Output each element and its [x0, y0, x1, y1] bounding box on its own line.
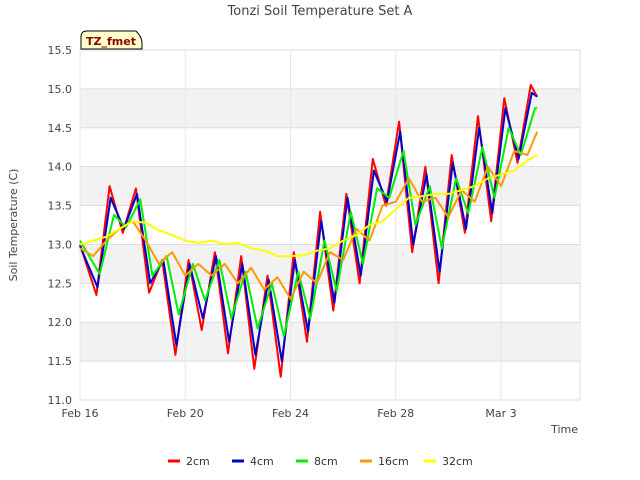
y-tick-label: 13.5	[48, 200, 73, 213]
station-badge: TZ_fmet	[80, 30, 143, 50]
series-lines	[79, 84, 539, 378]
y-tick-label: 14.0	[48, 161, 73, 174]
station-badge-box	[80, 30, 143, 50]
plot-band	[80, 322, 580, 362]
legend-label-16cm: 16cm	[378, 455, 409, 468]
legend-label-32cm: 32cm	[442, 455, 473, 468]
y-tick-label: 13.0	[48, 238, 73, 251]
legend-label-8cm: 8cm	[314, 455, 338, 468]
legend-label-2cm: 2cm	[186, 455, 210, 468]
grid-lines	[79, 49, 580, 401]
plot-band	[80, 88, 580, 128]
x-tick-label: Feb 24	[272, 407, 309, 420]
legend: 2cm 4cm 8cm 16cm 32cm	[168, 455, 473, 468]
x-tick-label: Feb 28	[377, 407, 414, 420]
y-tick-label: 14.5	[48, 122, 73, 135]
y-tick-label: 15.0	[48, 83, 73, 96]
y-tick-label: 12.5	[48, 277, 73, 290]
x-tick-label: Mar 3	[485, 407, 516, 420]
station-badge-label: TZ_fmet	[86, 35, 136, 48]
series-line-16cm	[79, 131, 539, 300]
y-tick-label: 11.5	[48, 355, 73, 368]
y-tick-label: 12.0	[48, 316, 73, 329]
x-tick-label: Feb 20	[167, 407, 204, 420]
y-axis-ticks: 11.0 11.5 12.0 12.5 13.0 13.5 14.0 14.5 15.0 15.5	[48, 44, 73, 407]
x-axis-ticks: Feb 16 Feb 20 Feb 24 Feb 28 Mar 3	[62, 407, 517, 420]
legend-label-4cm: 4cm	[250, 455, 274, 468]
y-tick-label: 15.5	[48, 44, 73, 57]
y-axis-label: Soil Temperature (C)	[7, 169, 20, 282]
series-line-32cm	[79, 154, 538, 258]
y-tick-label: 11.0	[48, 394, 73, 407]
chart-title: Tonzi Soil Temperature Set A	[227, 4, 413, 19]
x-axis-label: Time	[550, 423, 578, 436]
x-tick-label: Feb 16	[62, 407, 99, 420]
